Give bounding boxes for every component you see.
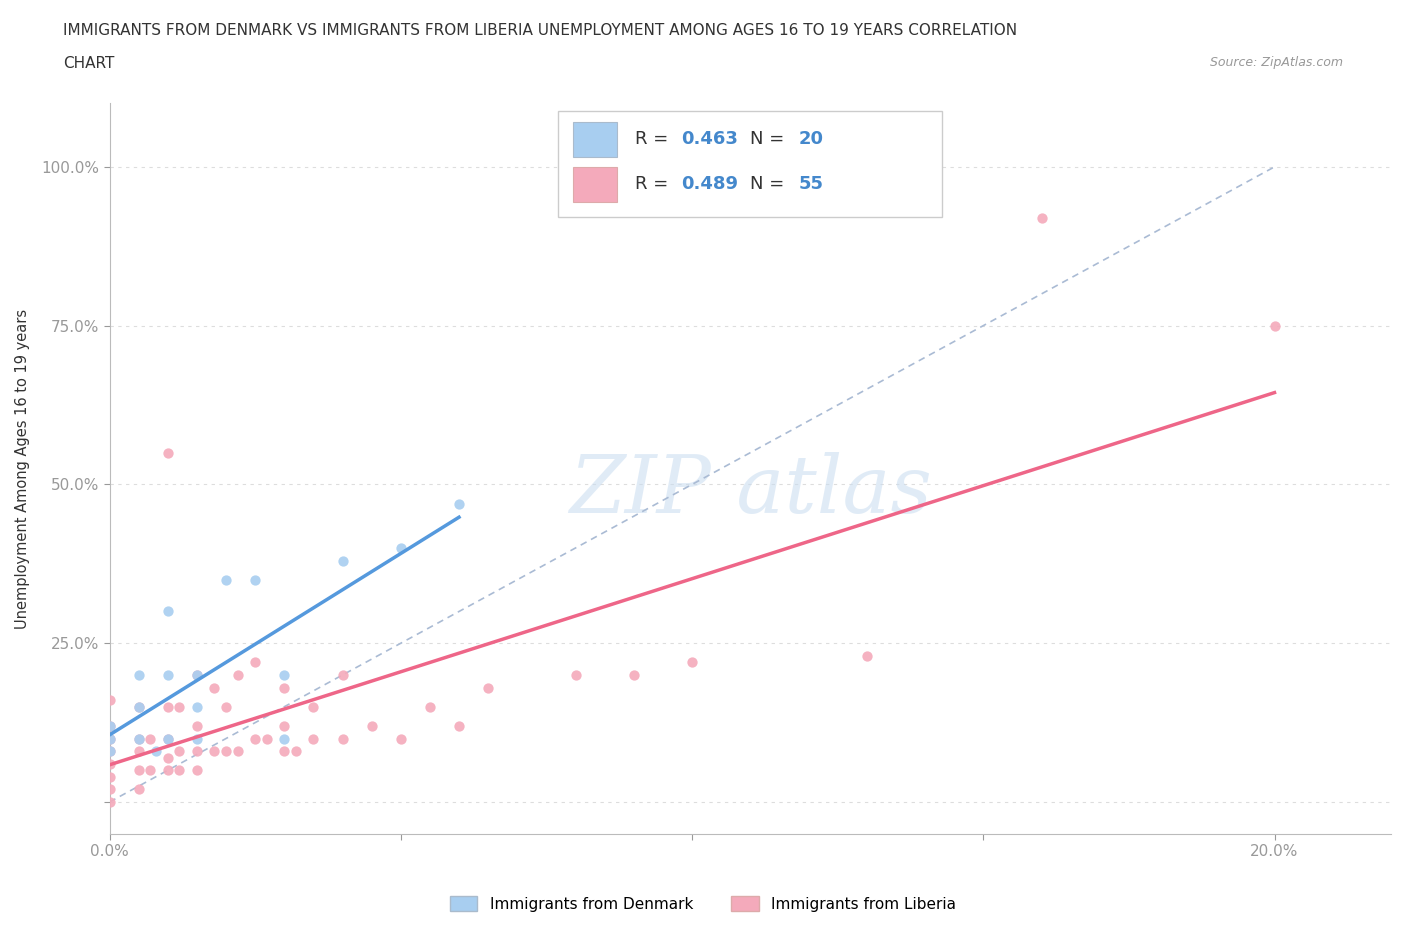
Point — [564, 668, 586, 683]
Point — [139, 763, 162, 777]
Text: 0.463: 0.463 — [681, 130, 738, 148]
Point — [98, 693, 121, 708]
Text: Source: ZipAtlas.com: Source: ZipAtlas.com — [1209, 56, 1343, 69]
Text: N =: N = — [751, 176, 790, 193]
Point — [98, 718, 121, 733]
Point — [273, 718, 295, 733]
Point — [1263, 318, 1285, 333]
Point — [186, 668, 208, 683]
Point — [186, 668, 208, 683]
Point — [447, 496, 470, 511]
Point — [332, 553, 354, 568]
Point — [128, 731, 150, 746]
Point — [98, 769, 121, 784]
Point — [855, 648, 877, 663]
Point — [226, 668, 249, 683]
Point — [98, 794, 121, 809]
Text: N =: N = — [751, 130, 790, 148]
Point — [156, 731, 179, 746]
Text: 55: 55 — [799, 176, 824, 193]
Point — [139, 731, 162, 746]
Point — [156, 668, 179, 683]
Point — [98, 744, 121, 759]
Point — [623, 668, 645, 683]
Point — [273, 668, 295, 683]
Text: R =: R = — [636, 130, 673, 148]
Point — [215, 699, 238, 714]
Legend: Immigrants from Denmark, Immigrants from Liberia: Immigrants from Denmark, Immigrants from… — [444, 889, 962, 918]
Point — [128, 699, 150, 714]
Point — [389, 540, 412, 555]
Point — [243, 572, 266, 587]
Point — [419, 699, 441, 714]
Point — [156, 604, 179, 619]
Point — [186, 763, 208, 777]
Point — [332, 668, 354, 683]
FancyBboxPatch shape — [558, 111, 942, 217]
Text: IMMIGRANTS FROM DENMARK VS IMMIGRANTS FROM LIBERIA UNEMPLOYMENT AMONG AGES 16 TO: IMMIGRANTS FROM DENMARK VS IMMIGRANTS FR… — [63, 23, 1018, 38]
Point — [186, 744, 208, 759]
Point — [128, 668, 150, 683]
Point — [202, 680, 225, 695]
Point — [389, 731, 412, 746]
Point — [215, 744, 238, 759]
Point — [243, 655, 266, 670]
Point — [98, 731, 121, 746]
Point — [447, 718, 470, 733]
Point — [302, 731, 325, 746]
Point — [186, 699, 208, 714]
FancyBboxPatch shape — [574, 122, 617, 156]
Point — [156, 751, 179, 765]
Point — [284, 744, 307, 759]
Point — [202, 744, 225, 759]
Point — [156, 699, 179, 714]
Point — [273, 744, 295, 759]
Point — [98, 744, 121, 759]
Point — [98, 718, 121, 733]
Point — [128, 731, 150, 746]
Point — [215, 572, 238, 587]
Point — [128, 782, 150, 797]
Point — [1031, 210, 1053, 225]
Point — [156, 763, 179, 777]
FancyBboxPatch shape — [574, 166, 617, 202]
Point — [273, 680, 295, 695]
Point — [169, 744, 191, 759]
Point — [98, 782, 121, 797]
Point — [169, 699, 191, 714]
Point — [273, 731, 295, 746]
Point — [226, 744, 249, 759]
Text: R =: R = — [636, 176, 673, 193]
Point — [302, 699, 325, 714]
Point — [332, 731, 354, 746]
Point — [186, 718, 208, 733]
Point — [256, 731, 278, 746]
Text: CHART: CHART — [63, 56, 115, 71]
Point — [128, 744, 150, 759]
Text: 20: 20 — [799, 130, 824, 148]
Point — [98, 731, 121, 746]
Point — [243, 731, 266, 746]
Point — [128, 763, 150, 777]
Point — [128, 699, 150, 714]
Point — [186, 731, 208, 746]
Point — [169, 763, 191, 777]
Text: ZIP atlas: ZIP atlas — [569, 452, 932, 529]
Point — [156, 731, 179, 746]
Text: 0.489: 0.489 — [681, 176, 738, 193]
Y-axis label: Unemployment Among Ages 16 to 19 years: Unemployment Among Ages 16 to 19 years — [15, 309, 30, 629]
Point — [156, 445, 179, 460]
Point — [98, 756, 121, 771]
Point — [360, 718, 382, 733]
Point — [145, 744, 167, 759]
Point — [681, 655, 703, 670]
Point — [477, 680, 499, 695]
